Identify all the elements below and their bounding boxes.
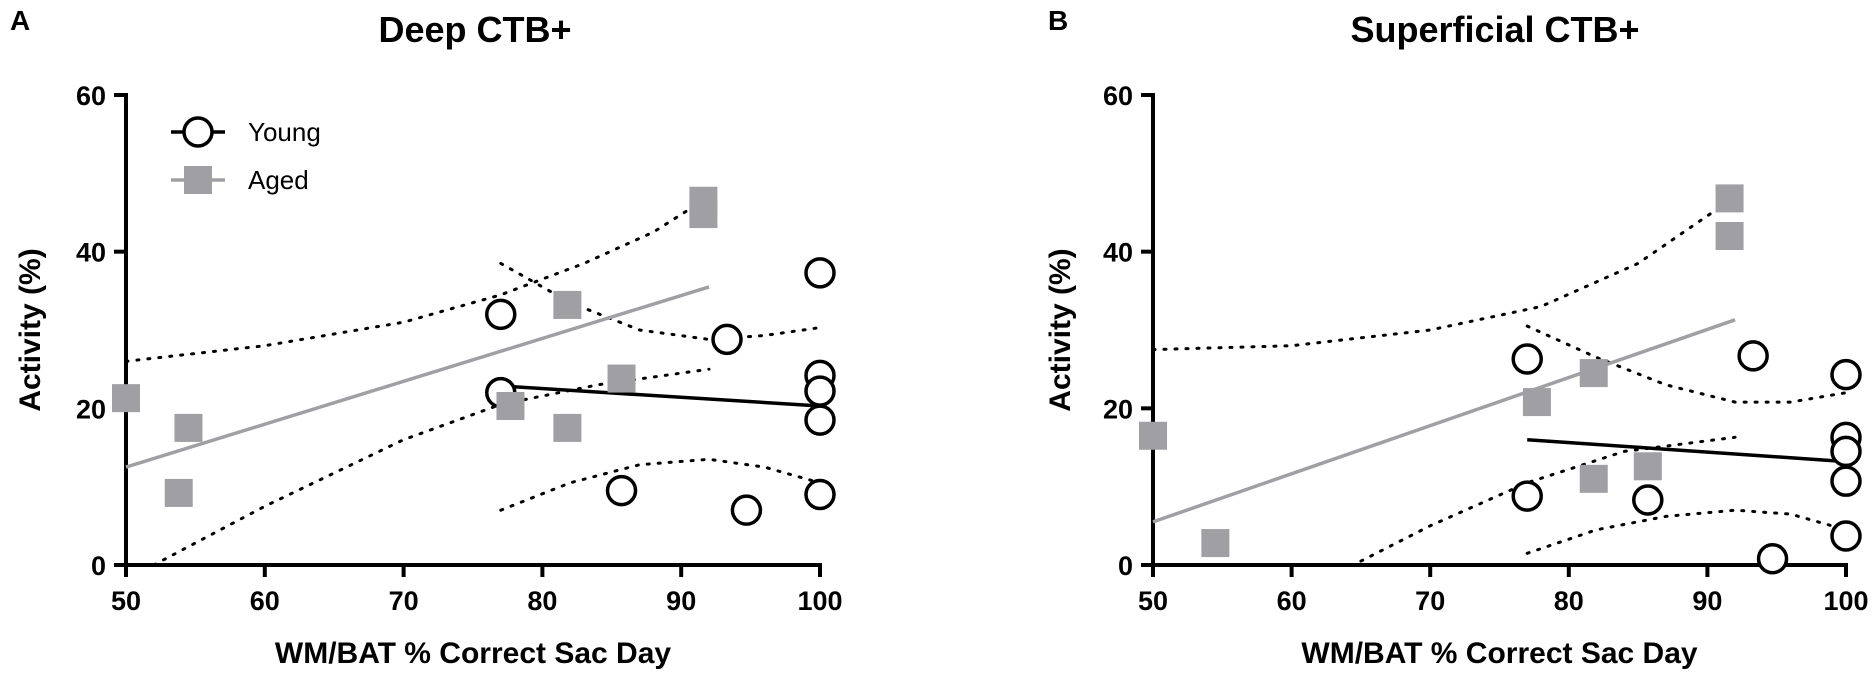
x-tick-label: 60 (1277, 586, 1307, 616)
aged-ci-upper (1151, 195, 1737, 352)
y-tick-label: 40 (1103, 238, 1133, 268)
panel-letter: B (1048, 5, 1068, 36)
x-tick-label: 70 (1415, 586, 1445, 616)
x-axis-label: WM/BAT % Correct Sac Day (1301, 637, 1698, 670)
aged-point (1579, 464, 1608, 493)
panel-b: B Superficial CTB+ 50 60 70 80 90 100 0 20 40 60 WM/… (1044, 5, 1869, 670)
aged-point (1139, 421, 1167, 450)
aged-fit-line (1152, 318, 1736, 524)
y-tick-label: 20 (1103, 394, 1133, 424)
young-point (605, 474, 638, 507)
young-point (1830, 358, 1862, 391)
young-point (1632, 484, 1664, 516)
aged-point (1715, 222, 1744, 250)
aged-point (164, 478, 193, 507)
aged-ci-lower (1359, 435, 1737, 563)
young-point (485, 298, 517, 331)
chart-title: Deep CTB+ (378, 9, 571, 50)
legend-label-young: Young (248, 117, 321, 147)
young-ci-upper (1525, 324, 1848, 404)
legend-label-aged: Aged (248, 165, 309, 195)
y-tick-label: 0 (91, 551, 106, 581)
aged-point (496, 391, 525, 420)
young-fit-line (507, 384, 821, 408)
young-point (1511, 480, 1543, 512)
young-point (804, 478, 836, 511)
y-tick-label: 20 (76, 394, 106, 424)
aged-ci-upper (124, 195, 711, 363)
aged-point (1201, 529, 1230, 558)
young-ci-lower (1525, 508, 1848, 555)
y-tick-label: 60 (76, 81, 106, 111)
x-tick-label: 50 (1138, 586, 1168, 616)
x-tick-label: 70 (389, 586, 419, 616)
aged-point (553, 413, 582, 442)
y-tick-label: 40 (76, 238, 106, 268)
young-point (1756, 542, 1789, 575)
x-tick-label: 90 (1692, 586, 1722, 616)
aged-point (1522, 388, 1551, 417)
young-point (1511, 343, 1543, 375)
young-point (1830, 435, 1862, 468)
y-axis-label: Activity (%) (14, 248, 47, 411)
young-point (804, 375, 836, 407)
y-axis-label: Activity (%) (1044, 248, 1077, 411)
legend: Young Aged (171, 116, 321, 195)
young-fit-line (1527, 437, 1847, 464)
aged-point (112, 384, 140, 413)
x-tick-label: 60 (250, 586, 280, 616)
panel-a: A Deep CTB+ 50 60 70 80 90 100 0 20 40 60 WM/BAT % C… (10, 5, 843, 670)
young-ci-lower (499, 457, 822, 512)
young-point (1830, 520, 1862, 552)
young-point (804, 404, 836, 436)
aged-point (689, 200, 718, 229)
legend-marker-young (182, 116, 214, 148)
chart-title: Superficial CTB+ (1350, 9, 1639, 50)
legend-marker-aged (184, 166, 212, 194)
young-point (1737, 340, 1769, 372)
young-point (730, 494, 763, 526)
x-tick-label: 80 (527, 586, 557, 616)
aged-point (1579, 359, 1608, 388)
x-axis-label: WM/BAT % Correct Sac Day (275, 637, 672, 670)
aged-point (607, 364, 636, 393)
x-tick-label: 50 (111, 586, 141, 616)
young-point (804, 257, 836, 289)
x-tick-label: 100 (1823, 586, 1868, 616)
x-tick-label: 100 (797, 586, 842, 616)
aged-point (174, 413, 203, 442)
young-point (1830, 465, 1862, 497)
x-tick-label: 80 (1554, 586, 1584, 616)
aged-point (553, 290, 582, 319)
aged-point (1715, 184, 1744, 213)
y-tick-label: 0 (1118, 551, 1133, 581)
x-tick-label: 90 (666, 586, 696, 616)
aged-fit-line (125, 285, 710, 469)
y-tick-label: 60 (1103, 81, 1133, 111)
aged-ci-lower (152, 367, 711, 567)
young-point (711, 323, 743, 356)
panel-letter: A (10, 5, 30, 36)
aged-point (1633, 452, 1662, 481)
